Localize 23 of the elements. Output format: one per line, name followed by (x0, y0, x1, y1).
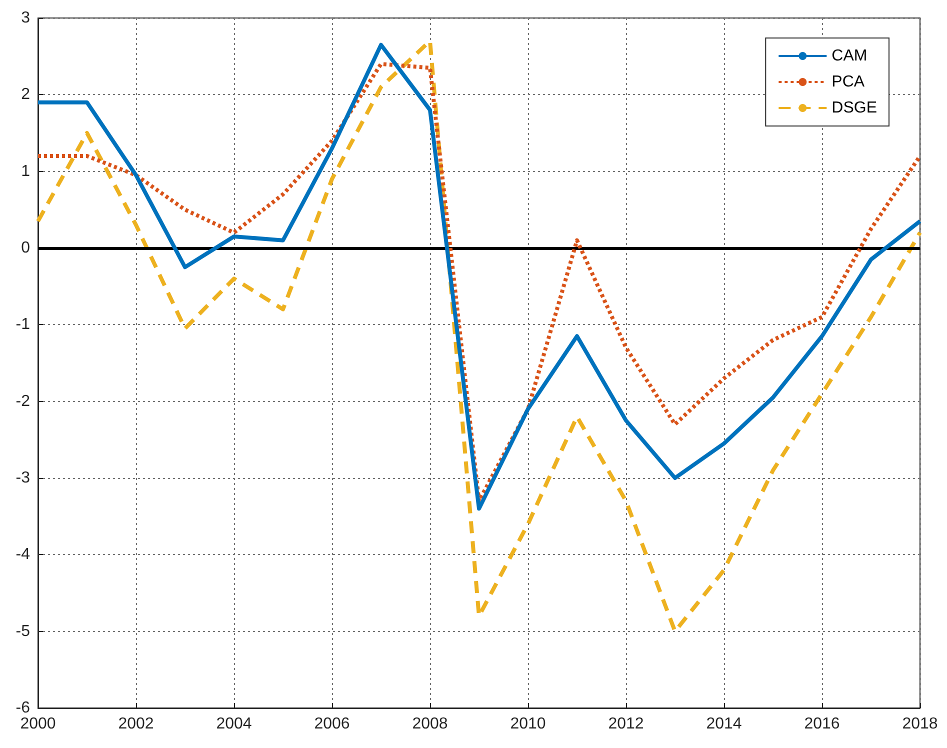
y-tick-label: -1 (16, 316, 30, 334)
legend-label: CAM (832, 48, 868, 64)
y-tick-label: -4 (16, 546, 30, 564)
x-tick-label: 2010 (510, 716, 546, 732)
y-tick-label: -3 (16, 470, 30, 486)
x-tick-label: 2006 (314, 716, 350, 732)
legend-label: PCA (832, 74, 865, 90)
x-tick-label: 2004 (216, 716, 252, 732)
legend-label: DSGE (832, 100, 877, 116)
x-tick-label: 2008 (412, 716, 448, 732)
y-tick-label: -5 (16, 622, 30, 640)
x-tick-label: 2016 (804, 716, 840, 732)
y-tick-label: 3 (21, 10, 30, 26)
y-tick-label: -2 (16, 392, 30, 410)
x-tick-label: 2018 (902, 716, 938, 732)
x-tick-label: 2000 (20, 716, 56, 732)
y-tick-label: 1 (21, 162, 30, 180)
x-tick-label: 2002 (118, 716, 154, 732)
y-tick-label: -6 (16, 700, 30, 716)
y-tick-label: 0 (21, 240, 30, 256)
x-tick-label: 2012 (608, 716, 644, 732)
x-tick-label: 2014 (706, 716, 742, 732)
y-tick-label: 2 (21, 86, 30, 104)
